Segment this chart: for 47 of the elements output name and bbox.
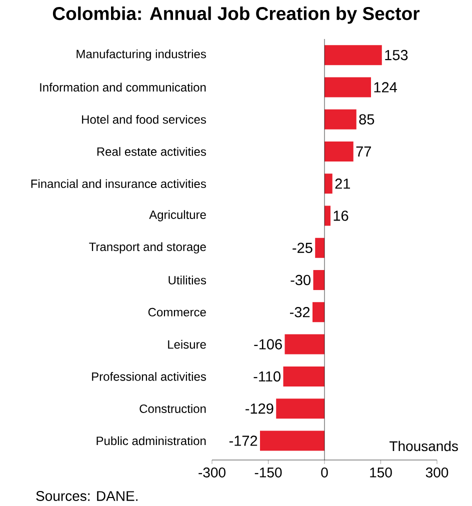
y-tick-label: Leisure — [168, 340, 206, 349]
bar — [312, 302, 324, 322]
bar — [276, 398, 324, 419]
y-tick-label: Professional activities — [92, 372, 206, 381]
y-tick-label: Information and communication — [40, 82, 206, 92]
data-label: 21 — [335, 178, 350, 189]
bar — [324, 109, 356, 130]
bar — [260, 430, 324, 451]
x-tick-label: 0 — [321, 468, 328, 478]
bar — [313, 270, 324, 290]
x-tick-label: -300 — [198, 468, 226, 478]
y-tick-label: Transport and storage — [89, 242, 206, 254]
data-label: -30 — [290, 274, 310, 286]
bar — [324, 45, 382, 66]
bar — [324, 206, 330, 226]
y-tick-label: Utilities — [168, 276, 206, 284]
data-label: 16 — [334, 210, 348, 221]
y-tick-label: Public administration — [96, 436, 206, 446]
data-label: -106 — [254, 339, 282, 350]
data-label: 85 — [359, 114, 374, 124]
y-tick-label: Manufacturing industries — [76, 49, 206, 61]
bar — [324, 141, 354, 162]
y-tick-label: Hotel and food services — [82, 114, 206, 124]
data-label: -110 — [254, 371, 280, 382]
data-label: -172 — [229, 436, 258, 446]
y-tick-label: Agriculture — [149, 210, 206, 222]
x-tick-label: 150 — [370, 468, 392, 478]
data-label: 77 — [356, 146, 371, 156]
bar — [324, 77, 371, 98]
bar — [324, 174, 332, 194]
x-tick-label: -150 — [254, 468, 282, 478]
x-tick-label: 300 — [426, 468, 448, 478]
data-label: -32 — [290, 307, 310, 318]
data-label: -129 — [246, 403, 274, 414]
data-label: 153 — [385, 50, 408, 60]
y-tick-label: Real estate activities — [97, 147, 206, 156]
bar — [283, 366, 324, 386]
y-tick-label: Construction — [140, 404, 206, 413]
bar — [315, 238, 324, 258]
y-tick-label: Commerce — [148, 308, 206, 316]
annotation: Thousands — [390, 440, 458, 452]
data-label: -25 — [292, 242, 312, 254]
chart-title: Colombia: Annual Job Creation by Sector — [52, 6, 420, 24]
source-note: Sources: DANE. — [36, 491, 138, 501]
bar — [284, 334, 324, 354]
data-label: 124 — [374, 82, 397, 92]
y-tick-label: Financial and insurance activities — [31, 179, 206, 188]
